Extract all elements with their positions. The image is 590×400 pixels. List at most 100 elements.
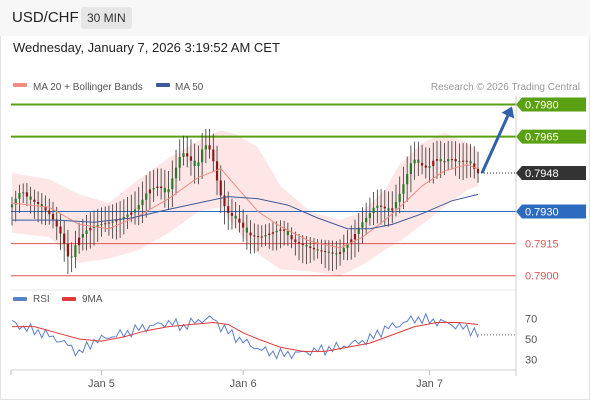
price-label-0.7948: 0.7948 <box>525 168 559 180</box>
candle-body <box>29 196 32 200</box>
ma20-line <box>11 163 479 249</box>
candle-body <box>197 162 200 167</box>
candle-body <box>461 160 465 162</box>
bollinger-legend-label: MA 20 + Bollinger Bands <box>33 82 143 93</box>
x-tick-label: Jan 7 <box>416 378 443 390</box>
candle-body <box>156 186 159 188</box>
price-label-0.7915: 0.7915 <box>525 239 559 251</box>
rsi-tick-50: 50 <box>525 334 537 346</box>
candle-body <box>160 186 163 188</box>
ma50-legend-swatch <box>156 83 170 87</box>
rsi-tick-30: 30 <box>525 355 537 367</box>
candle-body <box>398 193 401 202</box>
bollinger-legend-swatch <box>13 83 27 87</box>
candle-body <box>350 239 353 244</box>
candle-body <box>141 199 144 206</box>
ma50-line <box>12 193 479 230</box>
candle-body <box>78 237 81 246</box>
timeframe-badge[interactable]: 30 MIN <box>81 7 132 29</box>
candle-body <box>409 163 412 175</box>
candle-body <box>133 209 137 213</box>
candle-body <box>74 245 77 257</box>
candle-body <box>227 206 230 213</box>
candle-body <box>301 243 304 246</box>
price-label-0.7900: 0.7900 <box>525 271 559 283</box>
candle-body <box>353 234 357 240</box>
candle-body <box>115 220 118 222</box>
candle-body <box>104 223 107 225</box>
candle-body <box>357 227 360 234</box>
candle-body <box>163 188 166 193</box>
candle-body <box>297 242 301 244</box>
candle-body <box>33 199 36 202</box>
candle-body <box>48 210 51 215</box>
candle-body <box>454 159 457 162</box>
candle-body <box>342 247 345 253</box>
candle-body <box>234 215 237 219</box>
candle-body <box>424 165 427 168</box>
candle-body <box>223 195 226 207</box>
rsi-line <box>11 312 479 360</box>
rsi-legend: RSI 9MA <box>13 294 103 305</box>
candle-body <box>473 163 476 169</box>
candle-body <box>81 234 84 238</box>
candle-body <box>383 206 386 209</box>
candle-body <box>193 160 196 167</box>
candle-body <box>417 159 420 163</box>
candle-body <box>394 201 398 209</box>
candle-body <box>294 239 297 243</box>
candle-body <box>361 222 364 228</box>
level-labels: 0.7980 0.7965 0.7930 0.7915 0.7900 0.7948 <box>516 97 586 283</box>
candle-body <box>178 156 181 168</box>
candle-body <box>55 219 58 227</box>
price-tag-0.7948 <box>516 166 586 181</box>
rsi-ma-legend-label: 9MA <box>82 294 103 305</box>
candle-body <box>435 159 439 161</box>
candle-body <box>238 218 241 223</box>
candle-body <box>264 235 267 237</box>
candle-body <box>111 221 114 223</box>
rsi-panel: 70 50 30 <box>11 312 537 367</box>
candle-body <box>253 235 256 237</box>
candle-body <box>148 189 152 194</box>
candle-body <box>174 167 178 179</box>
candle-body <box>379 205 383 207</box>
candle-body <box>189 156 193 161</box>
candle-body <box>458 161 461 163</box>
candle-body <box>100 224 103 226</box>
projection-arrow-head <box>501 106 515 119</box>
timestamp: Wednesday, January 7, 2026 3:19:52 AM CE… <box>13 40 280 55</box>
candle-body <box>320 250 323 252</box>
candle-body <box>44 206 47 211</box>
candle-body <box>406 174 409 185</box>
candle-body <box>66 243 70 257</box>
candle-body <box>230 212 234 216</box>
candle-body <box>327 251 330 253</box>
rsi-tick-70: 70 <box>525 313 537 325</box>
ma50-legend-label: MA 50 <box>175 82 204 93</box>
candle-body <box>22 192 25 194</box>
level-lines <box>11 103 516 277</box>
candle-body <box>92 226 96 228</box>
candle-body <box>137 205 140 210</box>
candle-body <box>63 233 66 244</box>
candle-body <box>465 160 468 162</box>
instrument-title: USD/CHF <box>12 9 79 26</box>
rsi-ma-legend-swatch <box>62 297 76 301</box>
candle-body <box>450 159 454 161</box>
candle-body <box>428 166 431 168</box>
candle-body <box>215 161 219 181</box>
candle-body <box>18 192 21 199</box>
rsi-legend-label: RSI <box>33 294 50 305</box>
candle-body <box>40 204 43 207</box>
candle-body <box>107 222 111 224</box>
candle-body <box>439 159 442 162</box>
candle-body <box>368 213 371 218</box>
candle-body <box>376 205 379 208</box>
candle-body <box>130 212 133 215</box>
candle-body <box>59 226 62 234</box>
candle-body <box>126 214 129 217</box>
bollinger-bands <box>12 130 478 276</box>
candle-body <box>271 232 275 234</box>
